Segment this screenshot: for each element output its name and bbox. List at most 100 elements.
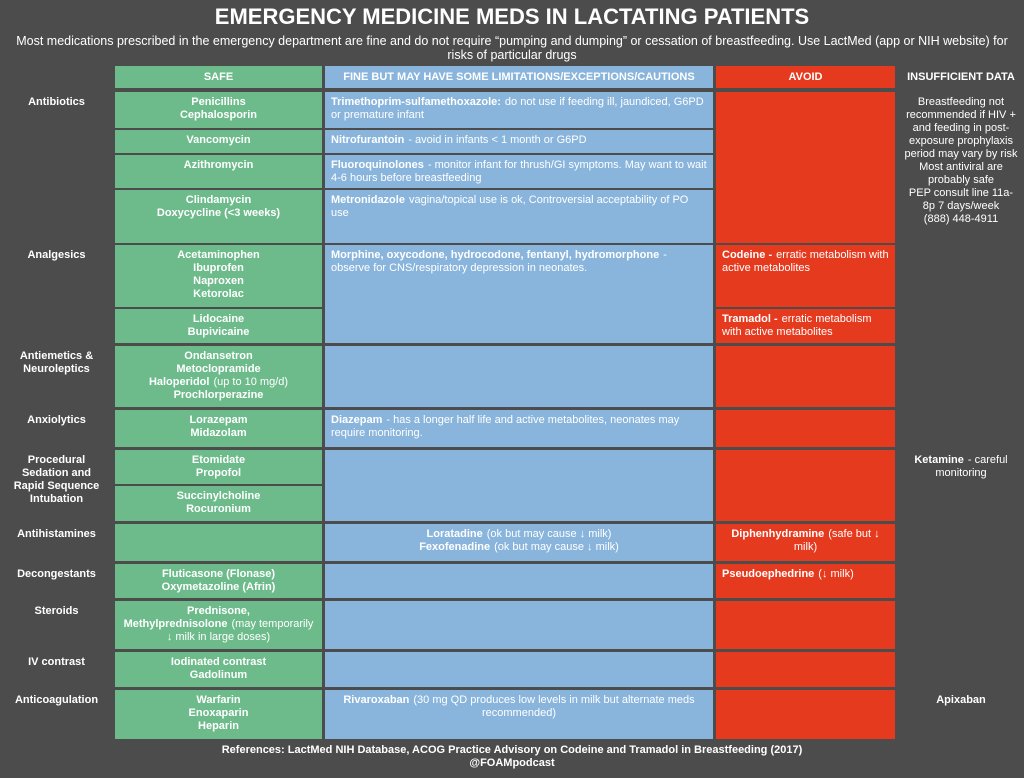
drug-note: (ok but may cause ↓ milk) xyxy=(486,528,612,540)
drug-entry: Fexofenadine (ok but may cause ↓ milk) xyxy=(331,541,707,554)
drug-name: Metoclopramide xyxy=(176,363,261,375)
fine-cell xyxy=(325,450,713,521)
drug-entry: Etomidate xyxy=(121,454,316,467)
safe-cell: Vancomycin xyxy=(115,130,322,153)
safe-cell: Succinylcholine Rocuronium xyxy=(115,486,322,521)
drug-name: Rivaroxaban xyxy=(343,694,410,706)
drug-name: Clindamycin xyxy=(185,194,252,206)
drug-entry: Most antiviral are probably safe xyxy=(904,161,1018,187)
drug-name: Fluoroquinolones xyxy=(331,159,424,171)
drug-entry: Vancomycin xyxy=(121,134,316,147)
drug-entry: Propofol xyxy=(121,467,316,480)
drug-name: Vancomycin xyxy=(186,134,251,146)
category: Decongestants xyxy=(0,564,113,598)
drug-note: Breastfeeding not recommended if HIV + a… xyxy=(904,96,1018,160)
insufficient-cell xyxy=(898,601,1024,649)
fine-cell xyxy=(325,601,713,649)
insufficient-cell: Breastfeeding not recommended if HIV + a… xyxy=(898,92,1024,243)
column-header: INSUFFICIENT DATA xyxy=(898,66,1024,88)
avoid-cell xyxy=(716,450,895,521)
drug-name: Cephalosporin xyxy=(179,109,257,121)
drug-name: Fexofenadine xyxy=(419,541,491,553)
safe-cell: Clindamycin Doxycycline (<3 weeks) xyxy=(115,190,322,243)
safe-cell: Etomidate Propofol xyxy=(115,450,322,484)
fine-cell: Nitrofurantoin - avoid in infants < 1 mon… xyxy=(325,130,713,153)
drug-entry: Iodinated contrast xyxy=(121,656,316,669)
drug-name: Metronidazole xyxy=(331,194,405,206)
drug-name: Ibuprofen xyxy=(193,262,244,274)
safe-cell: Ondansetron Metoclopramide Haloperidol (up … xyxy=(115,346,322,407)
fine-cell: Fluoroquinolones - monitor infant for thr… xyxy=(325,155,713,188)
drug-name: Apixaban xyxy=(936,694,986,706)
drug-entry: Prochlorperazine xyxy=(121,389,316,402)
drug-entry: Diphenhydramine (safe but ↓ milk) xyxy=(722,528,889,554)
category: Antiemetics & Neuroleptics xyxy=(0,346,113,407)
drug-name: Azithromycin xyxy=(183,159,254,171)
fine-cell: Morphine, oxycodone, hydrocodone, fentan… xyxy=(325,245,713,343)
avoid-cell xyxy=(716,92,895,243)
category: Analgesics xyxy=(0,245,113,343)
drug-note: (↓ milk) xyxy=(818,568,854,580)
drug-entry: Bupivicaine xyxy=(121,326,316,339)
drug-name: Ketamine xyxy=(914,454,964,466)
drug-note: vagina/topical use is ok, Controversial … xyxy=(331,194,689,219)
drug-name: Doxycycline (<3 weeks) xyxy=(156,207,281,219)
safe-cell: Penicillins Cephalosporin xyxy=(115,92,322,128)
drug-name: Bupivicaine xyxy=(187,326,250,338)
drug-name: Lidocaine xyxy=(192,313,245,325)
drug-entry: Apixaban xyxy=(904,694,1018,707)
drug-name: Haloperidol xyxy=(148,376,210,388)
safe-cell: Iodinated contrast Gadolinum xyxy=(115,652,322,687)
drug-name: Pseudoephedrine xyxy=(722,568,815,580)
drug-note: (up to 10 mg/d) xyxy=(213,376,289,388)
drug-name: Trimethoprim-sulfamethoxazole: xyxy=(331,96,501,108)
drug-entry: Azithromycin xyxy=(121,159,316,172)
drug-name: Nitrofurantoin xyxy=(331,134,405,146)
drug-entry: Heparin xyxy=(121,720,316,733)
drug-name: Gadolinum xyxy=(189,669,248,681)
drug-note: - monitor infant for thrush/GI symptoms.… xyxy=(331,159,707,184)
drug-entry: Clindamycin xyxy=(121,194,316,207)
fine-cell: Metronidazole vagina/topical use is ok, C… xyxy=(325,190,713,243)
title: EMERGENCY MEDICINE MEDS IN LACTATING PAT… xyxy=(214,4,810,29)
drug-entry: Ketorolac xyxy=(121,288,316,301)
fine-cell xyxy=(325,346,713,407)
category: Anxiolytics xyxy=(0,410,113,447)
drug-note: erratic metabolism with active metabolit… xyxy=(722,313,872,338)
drug-entry: Lidocaine xyxy=(121,313,316,326)
drug-note: - avoid in infants < 1 month or G6PD xyxy=(408,134,587,146)
safe-cell: Azithromycin xyxy=(115,155,322,188)
avoid-cell: Pseudoephedrine (↓ milk) xyxy=(716,564,895,598)
drug-name: Diazepam xyxy=(331,414,383,426)
category: Procedural Sedation and Rapid Sequence I… xyxy=(0,450,113,521)
drug-name: Acetaminophen xyxy=(177,249,260,261)
insufficient-cell xyxy=(898,564,1024,598)
drug-entry: Enoxaparin xyxy=(121,707,316,720)
drug-note: erratic metabolism with active metabolit… xyxy=(722,249,889,274)
drug-note: (30 mg QD produces low levels in milk bu… xyxy=(413,694,695,719)
drug-entry: Breastfeeding not recommended if HIV + a… xyxy=(904,96,1018,161)
drug-name: Lorazepam xyxy=(189,414,248,426)
drug-note: (ok but may cause ↓ milk) xyxy=(494,541,619,553)
drug-entry: Metoclopramide xyxy=(121,363,316,376)
fine-cell: Loratadine (ok but may cause ↓ milk) Fexof… xyxy=(325,524,713,561)
avoid-cell xyxy=(716,410,895,447)
drug-note: - has a longer half life and active meta… xyxy=(331,414,680,439)
drug-entry: PEP consult line 11a-8p 7 days/week xyxy=(904,187,1018,213)
drug-entry: Lorazepam xyxy=(121,414,316,427)
fine-cell: Rivaroxaban (30 mg QD produces low levels… xyxy=(325,690,713,739)
drug-name: Prednisone, Methylprednisolone xyxy=(123,605,250,630)
drug-entry: Midazolam xyxy=(121,427,316,440)
drug-name: Enoxaparin xyxy=(188,707,249,719)
drug-note: (may temporarily ↓ milk in large doses) xyxy=(166,618,314,643)
drug-entry: Diazepam - has a longer half life and act… xyxy=(331,414,707,440)
drug-note: (safe but ↓ milk) xyxy=(793,528,880,553)
category: Steroids xyxy=(0,601,113,649)
avoid-cell: Codeine - erratic metabolism with active … xyxy=(716,245,895,307)
drug-entry: Codeine - erratic metabolism with active … xyxy=(722,249,889,275)
drug-name: Loratadine xyxy=(426,528,483,540)
avoid-cell xyxy=(716,601,895,649)
column-header: SAFE xyxy=(115,66,322,88)
drug-name: Oxymetazoline (Afrin) xyxy=(161,581,276,593)
